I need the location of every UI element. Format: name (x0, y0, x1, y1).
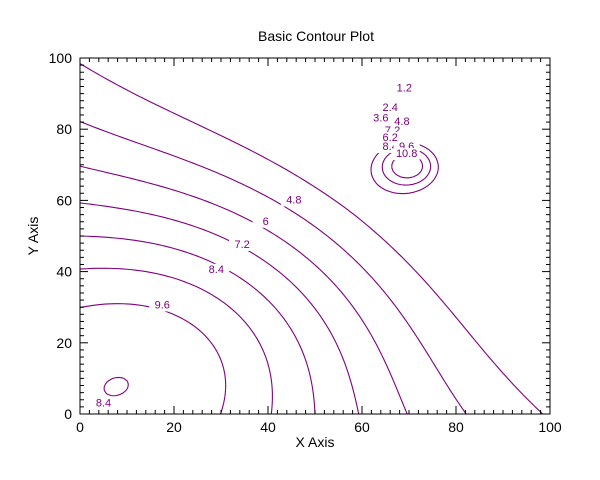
x-tick-label: 0 (76, 419, 84, 435)
contour-label-bg (252, 215, 279, 228)
contour-label-bg (229, 238, 256, 251)
x-tick-label: 80 (448, 419, 464, 435)
y-tick-label: 40 (56, 264, 72, 280)
contour-label-bg (203, 263, 230, 276)
contour-label-bg (90, 397, 117, 410)
contour-labels: 1.22.43.6 4.87.26.28.4 9.610.84.867.28.49.… (90, 82, 420, 410)
y-axis-ticks: 0 20 40 60 80 100 (49, 50, 550, 422)
contour-label: 9.6 (155, 299, 170, 311)
contour-label-bg (391, 82, 418, 95)
y-tick-label: 60 (56, 192, 72, 208)
plot-frame (79, 57, 551, 415)
contour-label: 8.4 (96, 397, 111, 409)
y-tick-label: 0 (64, 406, 72, 422)
contour-label: 8.4 (209, 264, 224, 276)
x-tick-label: 100 (538, 419, 562, 435)
x-tick-label: 20 (166, 419, 182, 435)
contour-line (79, 154, 424, 415)
x-axis-ticks: 0 20 40 60 80 100 (76, 58, 562, 435)
contour-line (79, 235, 316, 415)
contour-label-bg (367, 112, 394, 125)
chart-title: Basic Contour Plot (258, 28, 374, 44)
contour-label: 6 (263, 216, 269, 228)
contour-lines (79, 63, 544, 415)
contour-line (103, 376, 129, 397)
y-axis-label: Y Axis (25, 217, 41, 256)
contour-label-bg (377, 101, 404, 114)
contour-label: 7.2 (235, 239, 250, 251)
y-tick-label: 100 (49, 50, 73, 66)
contour-label: 10.8 (396, 148, 417, 160)
y-tick-label: 80 (56, 121, 72, 137)
x-tick-label: 60 (354, 419, 370, 435)
contour-line (79, 267, 273, 415)
x-axis-label: X Axis (296, 434, 335, 450)
contour-label-bg (393, 148, 420, 161)
x-tick-label: 40 (260, 419, 276, 435)
contour-label-bg (149, 299, 176, 312)
contour-line (79, 202, 360, 415)
contour-label: 4.8 (286, 194, 301, 206)
contour-label: 1.2 (397, 82, 412, 94)
y-tick-label: 20 (56, 335, 72, 351)
contour-line (79, 63, 544, 415)
contour-label: 2.4 (383, 102, 398, 114)
contour-label-bg (280, 194, 307, 207)
contour-label: 3.6 (373, 113, 388, 125)
